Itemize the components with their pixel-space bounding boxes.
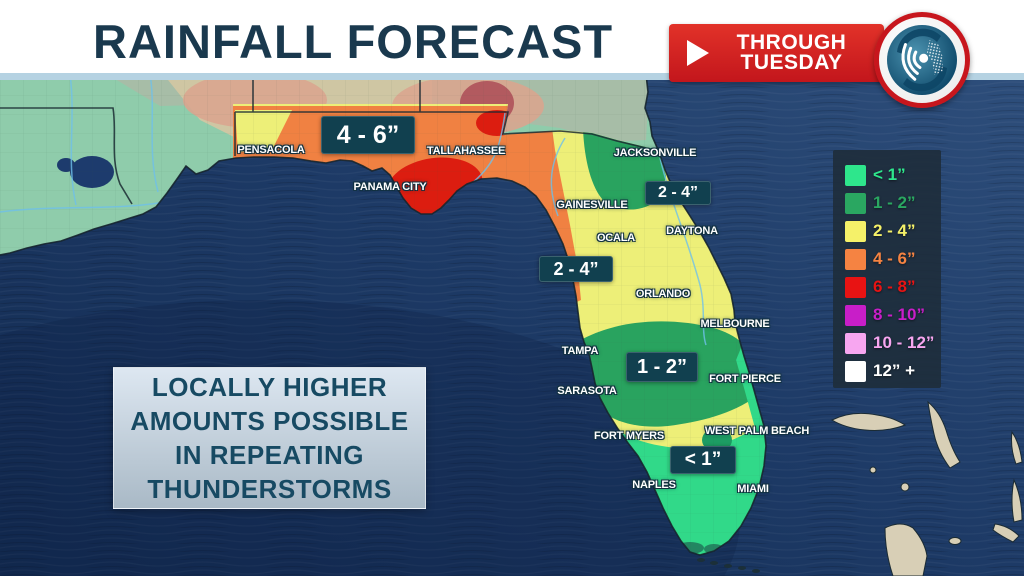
- legend-row: 6 - 8”: [845, 274, 941, 300]
- legend-swatch: [845, 164, 866, 186]
- legend-swatch: [845, 332, 866, 354]
- city-label-tallahassee: TALLAHASSEE: [426, 145, 506, 157]
- city-label-orlando: ORLANDO: [635, 288, 691, 300]
- state-borders: [0, 74, 647, 205]
- rain-label-2-4-north: 2 - 4”: [645, 181, 711, 205]
- city-label-ocala: OCALA: [596, 232, 636, 244]
- legend-row: 12” +: [845, 358, 941, 384]
- city-label-miami: MIAMI: [737, 483, 769, 495]
- rain-label-1-2: 1 - 2”: [626, 352, 698, 382]
- city-label-fort-myers: FORT MYERS: [593, 430, 665, 442]
- legend-swatch: [845, 248, 866, 270]
- hurricane-radar-logo-icon: [874, 12, 970, 108]
- badge-text: THROUGH TUESDAY: [736, 31, 847, 74]
- city-label-jacksonville: JACKSONVILLE: [613, 147, 697, 159]
- through-tuesday-badge: THROUGH TUESDAY: [669, 24, 884, 82]
- city-label-panama-city: PANAMA CITY: [353, 181, 427, 193]
- city-label-pensacola: PENSACOLA: [237, 144, 305, 156]
- city-label-fort-pierce: FORT PIERCE: [709, 373, 781, 385]
- legend-row: 1 - 2”: [845, 190, 941, 216]
- legend-row: 10 - 12”: [845, 330, 941, 356]
- city-label-west-palm-beach: WEST PALM BEACH: [704, 425, 810, 437]
- legend-row: 8 - 10”: [845, 302, 941, 328]
- page-title: RAINFALL FORECAST: [93, 15, 614, 68]
- rainfall-legend: < 1” 1 - 2” 2 - 4” 4 - 6” 6 - 8” 8 - 10”…: [833, 150, 941, 388]
- title-bar-accent-strip: [0, 73, 1024, 80]
- play-icon: [687, 40, 709, 66]
- city-label-daytona: DAYTONA: [666, 225, 718, 237]
- legend-swatch: [845, 276, 866, 298]
- logo-florida-dotted: [926, 40, 944, 75]
- rain-label-2-4-central: 2 - 4”: [539, 256, 613, 282]
- city-label-gainesville: GAINESVILLE: [556, 199, 628, 211]
- locally-higher-callout: LOCALLY HIGHER AMOUNTS POSSIBLE IN REPEA…: [113, 367, 426, 509]
- legend-swatch: [845, 360, 866, 382]
- rain-label-4-6: 4 - 6”: [321, 116, 415, 154]
- city-label-naples: NAPLES: [632, 479, 676, 491]
- legend-swatch: [845, 220, 866, 242]
- legend-swatch: [845, 192, 866, 214]
- city-label-sarasota: SARASOTA: [557, 385, 617, 397]
- logo-radar-icon: [901, 42, 929, 81]
- rain-label-under-1: < 1”: [670, 446, 736, 474]
- legend-row: 4 - 6”: [845, 246, 941, 272]
- logo-globe: [887, 25, 957, 95]
- legend-row: 2 - 4”: [845, 218, 941, 244]
- bahamas-islands: [830, 400, 1023, 576]
- city-label-melbourne: MELBOURNE: [700, 318, 770, 330]
- city-label-tampa: TAMPA: [561, 345, 599, 357]
- florida-keys: [697, 558, 760, 573]
- legend-row: < 1”: [845, 162, 941, 188]
- legend-swatch: [845, 304, 866, 326]
